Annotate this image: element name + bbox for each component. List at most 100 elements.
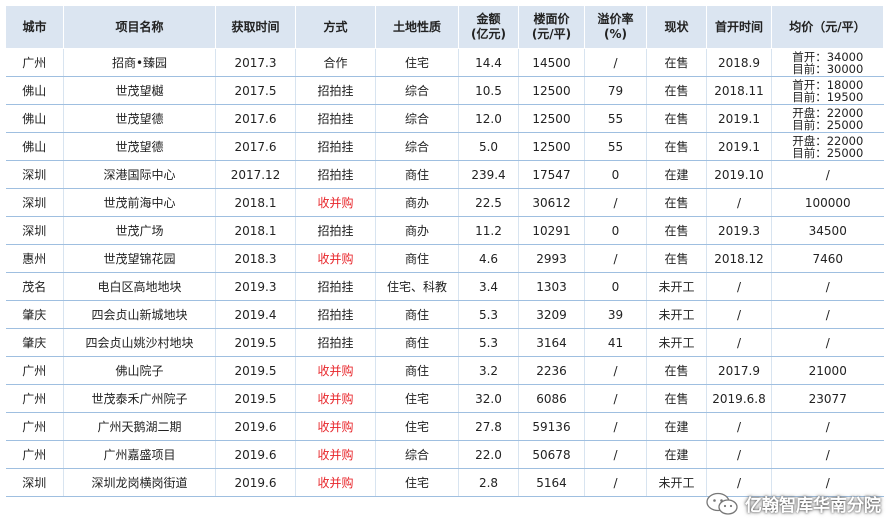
amount-cell: 14.4 xyxy=(458,48,519,77)
avg-price-line: 开盘：22000 xyxy=(792,105,864,120)
status-cell: 在建 xyxy=(646,412,707,441)
table-row: 广州 广州嘉盛项目 2019.6 收并购 综合 22.0 50678/在建 / / xyxy=(5,440,884,469)
amount-cell: 2.8 xyxy=(458,468,519,497)
land-type-cell: 商住 xyxy=(375,356,459,385)
acquired-date-cell: 2019.6 xyxy=(215,440,296,469)
acquired-date-cell: 2017.3 xyxy=(215,48,296,77)
premium-rate-cell: / xyxy=(584,384,647,413)
header-floor-price-line: 楼面价 xyxy=(533,12,570,26)
avg-price-cell: 7460 xyxy=(771,244,884,273)
method-cell: 招拍挂 xyxy=(295,216,376,245)
table-body: 广州 招商•臻园 2017.3 合作 住宅 14.4 14500/在售 2018.9 首开：34… xyxy=(5,48,884,497)
amount-cell: 11.2 xyxy=(458,216,519,245)
table-row: 茂名 电白区高地地块 2019.3 招拍挂 住宅、科教 3.4 1303 0 未开工 / / xyxy=(5,272,884,301)
header-premium-rate-line: 溢价率 xyxy=(597,12,634,26)
city-cell: 惠州 xyxy=(5,244,64,273)
method-cell: 合作 xyxy=(295,48,376,77)
table-row: 深圳 世茂广场 2018.1 招拍挂 商办 11.2 10291 0 在售 2019.3 34500 xyxy=(5,216,884,245)
first-open-date-cell: / xyxy=(706,300,772,329)
amount-cell: 5.0 xyxy=(458,132,519,161)
header-project-name: 项目名称 xyxy=(63,5,216,49)
status-cell: 在售 xyxy=(646,48,707,77)
land-type-cell: 商办 xyxy=(375,216,459,245)
land-type-cell: 综合 xyxy=(375,104,459,133)
land-type-cell: 住宅 xyxy=(375,412,459,441)
land-type-cell: 住宅 xyxy=(375,468,459,497)
method-cell: 收并购 xyxy=(295,356,376,385)
floor-price-cell: 10291 xyxy=(518,216,585,245)
table-row: 肇庆 四会贞山新城地块 2019.4 招拍挂 商住 5.3 3209 39 未开工 / / xyxy=(5,300,884,329)
status-cell: 在售 xyxy=(646,104,707,133)
project-name-cell: 深港国际中心 xyxy=(63,160,216,189)
avg-price-cell: / xyxy=(771,468,884,497)
table-row: 佛山 世茂望德 2017.6 招拍挂 综合 12.0 12500 55 在售 2019.1 开盘：2… xyxy=(5,104,884,133)
amount-cell: 32.0 xyxy=(458,384,519,413)
first-open-date-cell: 2018.11 xyxy=(706,76,772,105)
city-cell: 深圳 xyxy=(5,160,64,189)
avg-price-line: 开盘：22000 xyxy=(792,133,864,148)
land-type-cell: 住宅、科教 xyxy=(375,272,459,301)
status-cell: 在售 xyxy=(646,76,707,105)
premium-rate-cell: / xyxy=(584,356,647,385)
table-row: 深圳 深港国际中心 2017.12 招拍挂 商住 239.4 17547 0 在建 2019.10… xyxy=(5,160,884,189)
land-type-cell: 综合 xyxy=(375,76,459,105)
premium-rate-cell: 41 xyxy=(584,328,647,357)
project-name-cell: 广州天鹅湖二期 xyxy=(63,412,216,441)
method-cell: 招拍挂 xyxy=(295,76,376,105)
header-floor-price-line: (元/平) xyxy=(531,27,572,41)
amount-cell: 4.6 xyxy=(458,244,519,273)
avg-price-cell: / xyxy=(771,440,884,469)
project-name-cell: 佛山院子 xyxy=(63,356,216,385)
avg-price-line: 首开：34000 xyxy=(792,49,864,64)
floor-price-cell: 30612 xyxy=(518,188,585,217)
land-type-cell: 综合 xyxy=(375,132,459,161)
land-type-cell: 商办 xyxy=(375,188,459,217)
wechat-icon xyxy=(706,492,738,515)
city-cell: 佛山 xyxy=(5,104,64,133)
city-cell: 肇庆 xyxy=(5,300,64,329)
amount-cell: 239.4 xyxy=(458,160,519,189)
city-cell: 茂名 xyxy=(5,272,64,301)
land-type-cell: 商住 xyxy=(375,328,459,357)
floor-price-cell: 3164 xyxy=(518,328,585,357)
avg-price-cell: 23077 xyxy=(771,384,884,413)
avg-price-cell: 开盘：22000 目前：25000 xyxy=(771,104,884,133)
acquired-date-cell: 2018.1 xyxy=(215,188,296,217)
land-type-cell: 综合 xyxy=(375,440,459,469)
acquired-date-cell: 2017.6 xyxy=(215,104,296,133)
first-open-date-cell: 2019.1 xyxy=(706,132,772,161)
amount-cell: 27.8 xyxy=(458,412,519,441)
project-name-cell: 世茂广场 xyxy=(63,216,216,245)
first-open-date-cell: / xyxy=(706,272,772,301)
header-premium-rate-line: (%) xyxy=(604,27,627,41)
avg-price-cell: / xyxy=(771,300,884,329)
project-name-cell: 深圳龙岗横岗街道 xyxy=(63,468,216,497)
premium-rate-cell: 0 xyxy=(584,160,647,189)
premium-rate-cell: 79 xyxy=(584,76,647,105)
first-open-date-cell: 2019.10 xyxy=(706,160,772,189)
acquired-date-cell: 2019.5 xyxy=(215,328,296,357)
project-name-cell: 世茂望锦花园 xyxy=(63,244,216,273)
header-method: 方式 xyxy=(295,5,376,49)
avg-price-cell: / xyxy=(771,160,884,189)
avg-price-cell: 34500 xyxy=(771,216,884,245)
table-row: 肇庆 四会贞山姚沙村地块 2019.5 招拍挂 商住 5.3 3164 41 未开工 / / xyxy=(5,328,884,357)
city-cell: 佛山 xyxy=(5,132,64,161)
premium-rate-cell: / xyxy=(584,188,647,217)
avg-price-cell: / xyxy=(771,272,884,301)
premium-rate-cell: / xyxy=(584,412,647,441)
acquired-date-cell: 2019.5 xyxy=(215,356,296,385)
premium-rate-cell: / xyxy=(584,48,647,77)
floor-price-cell: 6086 xyxy=(518,384,585,413)
first-open-date-cell: / xyxy=(706,328,772,357)
avg-price-cell: / xyxy=(771,412,884,441)
header-first-open-date: 首开时间 xyxy=(706,5,772,49)
amount-cell: 5.3 xyxy=(458,300,519,329)
project-name-cell: 世茂望德 xyxy=(63,104,216,133)
first-open-date-cell: 2017.9 xyxy=(706,356,772,385)
table-row: 广州 招商•臻园 2017.3 合作 住宅 14.4 14500/在售 2018.9 首开：34… xyxy=(5,48,884,77)
city-cell: 广州 xyxy=(5,356,64,385)
method-cell: 招拍挂 xyxy=(295,300,376,329)
floor-price-cell: 59136 xyxy=(518,412,585,441)
avg-price-line: 目前：30000 xyxy=(792,61,864,76)
